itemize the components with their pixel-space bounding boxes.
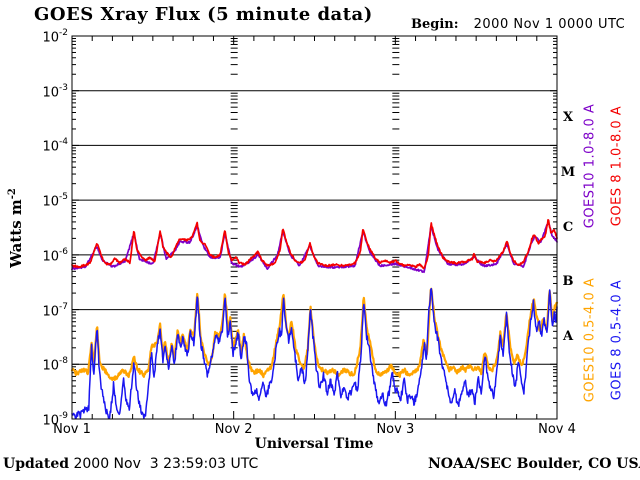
- credit-text: NOAA/SEC Boulder, CO USA: [428, 456, 640, 472]
- x-axis-title: Universal Time: [254, 436, 374, 452]
- x-tick-label: Nov 3: [376, 422, 415, 437]
- updated-value: 2000 Nov 3 23:59:03 UTC: [69, 456, 259, 472]
- trace-goes10-1-0-8-0-a: [71, 221, 558, 274]
- trace-goes-8-1-0-8-0-a: [71, 218, 558, 270]
- y-tick-label: 10-5: [42, 192, 68, 210]
- legend-goes10-long: GOES10 1.0-8.0 A: [582, 103, 598, 229]
- begin-value: 2000 Nov 1 0000 UTC: [473, 17, 626, 32]
- flux-class-letter: B: [562, 274, 574, 290]
- axis-ticks: [72, 36, 557, 419]
- legend-goes8-long: GOES 8 1.0-8.0 A: [609, 105, 625, 227]
- y-tick-label: 10-7: [42, 301, 68, 319]
- y-tick-label: 10-8: [42, 356, 68, 374]
- flux-class-letter: A: [562, 328, 574, 344]
- legend-goes8-short: GOES 8 0.5-4.0 A: [609, 279, 625, 401]
- plot-frame: [71, 35, 558, 420]
- begin-row: Begin: 2000 Nov 1 0000 UTC: [411, 13, 625, 32]
- x-tick-label: Nov 1: [53, 422, 91, 437]
- y-tick-label: 10-9: [42, 411, 68, 429]
- updated-label: Updated: [3, 456, 70, 472]
- data-traces: [70, 218, 559, 420]
- gridlines: [72, 90, 557, 365]
- trace-goes-8-0-5-4-0-a: [71, 287, 558, 420]
- x-tick-label: Nov 4: [538, 422, 576, 437]
- y-tick-label: 10-6: [42, 246, 68, 265]
- flux-class-letter: M: [560, 164, 576, 180]
- y-tick-label: 10-2: [42, 28, 68, 46]
- legend-goes10-short: GOES10 0.5-4.0 A: [582, 277, 598, 403]
- y-tick-label: 10-3: [42, 82, 68, 101]
- y-tick-label: 10-4: [42, 137, 68, 155]
- flux-class-letter: C: [562, 219, 574, 235]
- page-title: GOES Xray Flux (5 minute data): [34, 4, 373, 25]
- begin-label: Begin:: [411, 17, 459, 32]
- x-tick-label: Nov 2: [214, 422, 253, 437]
- updated-row: Updated 2000 Nov 3 23:59:03 UTC: [3, 456, 258, 472]
- flux-class-letter: X: [562, 110, 574, 126]
